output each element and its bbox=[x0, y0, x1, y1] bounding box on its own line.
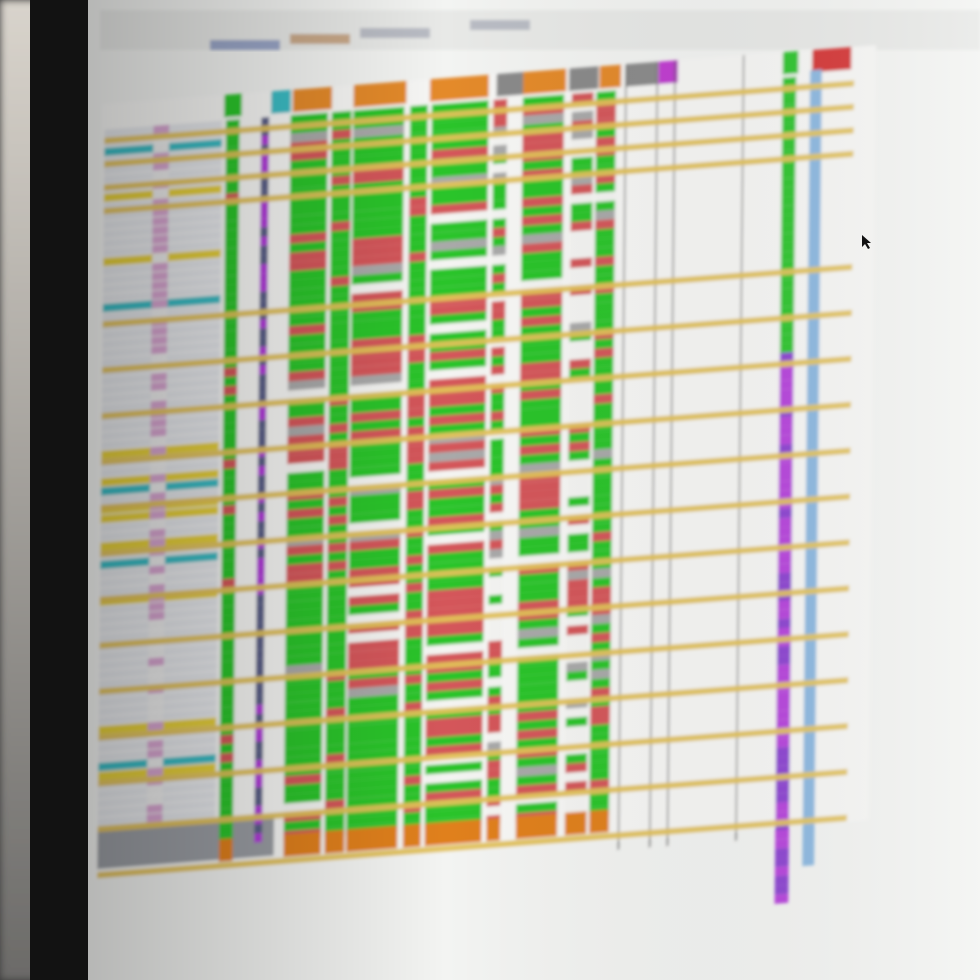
screen-shade bbox=[88, 0, 980, 980]
mouse-cursor bbox=[862, 235, 871, 249]
